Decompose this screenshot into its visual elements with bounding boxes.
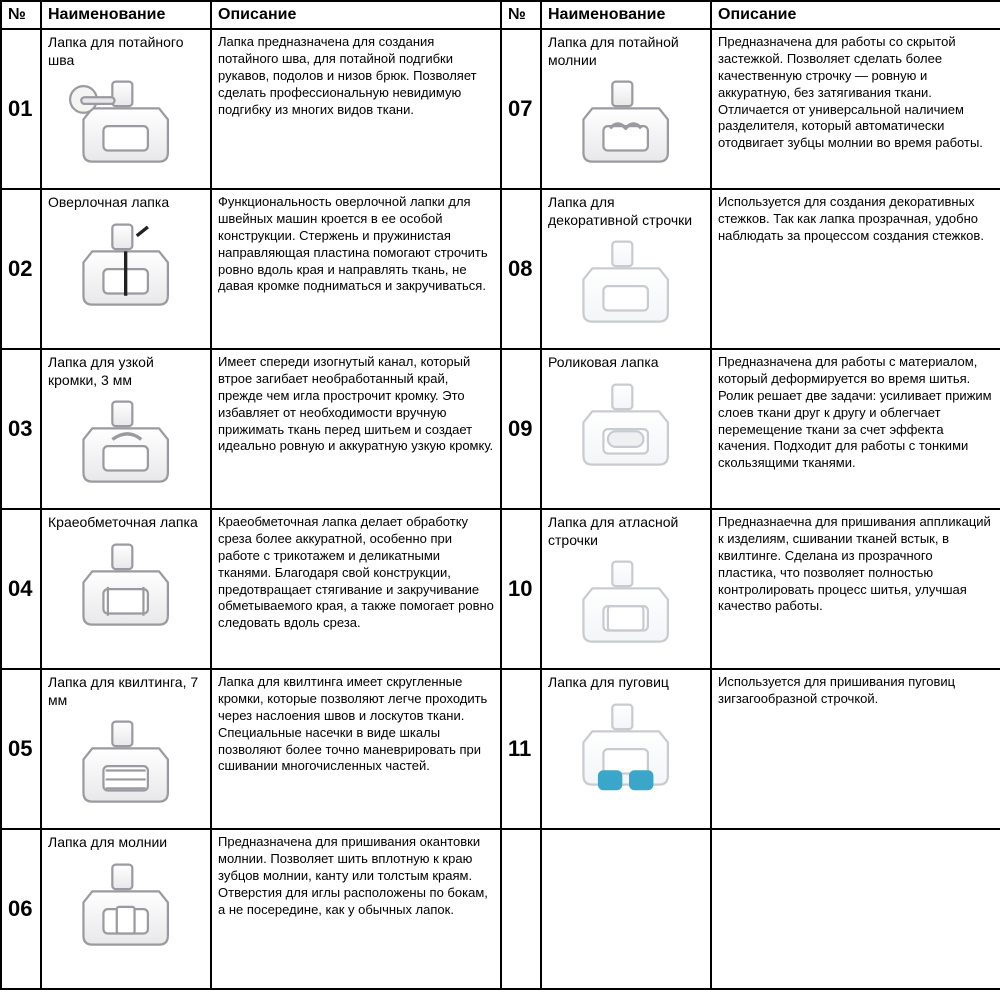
item-name-cell: Лапка для квилтинга, 7 мм [41, 669, 211, 829]
presser-foot-icon [559, 698, 692, 798]
header-desc: Описание [211, 1, 501, 29]
item-name-cell: Лапка для атласной строчки [541, 509, 711, 669]
item-name: Лапка для квилтинга, 7 мм [48, 674, 204, 709]
presser-foot-icon [59, 538, 192, 638]
item-name-cell: Лапка для потайного шва [41, 29, 211, 189]
item-image [48, 858, 204, 958]
item-description: Краеобметочная лапка делает обработку ср… [211, 509, 501, 669]
presser-feet-table: № Наименование Описание № Наименование О… [0, 0, 1000, 990]
item-name-cell [541, 829, 711, 989]
item-description: Предназначена для работы с материалом, к… [711, 349, 1000, 509]
item-description: Предназначена для пришивания окантовки м… [211, 829, 501, 989]
item-number: 10 [501, 509, 541, 669]
item-name-cell: Краеобметочная лапка [41, 509, 211, 669]
item-number: 07 [501, 29, 541, 189]
item-name: Лапка для молнии [48, 834, 204, 852]
item-description: Функциональность оверлочной лапки для шв… [211, 189, 501, 349]
item-number: 11 [501, 669, 541, 829]
item-name-cell: Роликовая лапка [541, 349, 711, 509]
header-desc: Описание [711, 1, 1000, 29]
item-image [548, 378, 704, 478]
item-description [711, 829, 1000, 989]
item-description: Используется для создания декоративных с… [711, 189, 1000, 349]
presser-foot-icon [59, 858, 192, 958]
presser-foot-icon [559, 555, 692, 655]
item-number: 08 [501, 189, 541, 349]
presser-foot-icon [59, 395, 192, 495]
item-name-cell: Лапка для потайной молнии [541, 29, 711, 189]
item-number: 09 [501, 349, 541, 509]
item-number: 01 [1, 29, 41, 189]
item-name: Оверлочная лапка [48, 194, 204, 212]
presser-foot-icon [559, 235, 692, 335]
item-name-cell: Лапка для пуговиц [541, 669, 711, 829]
item-name: Лапка для пуговиц [548, 674, 704, 692]
item-image [48, 75, 204, 175]
table-row: 01 Лапка для потайного шва Лапка предназ… [1, 29, 1000, 189]
table-row: 03 Лапка для узкой кромки, 3 мм Имеет сп… [1, 349, 1000, 509]
item-name: Лапка для потайного шва [48, 34, 204, 69]
item-name-cell: Лапка для молнии [41, 829, 211, 989]
header-num: № [501, 1, 541, 29]
item-name-cell: Оверлочная лапка [41, 189, 211, 349]
item-number: 05 [1, 669, 41, 829]
item-number [501, 829, 541, 989]
item-description: Имеет спереди изогнутый канал, который в… [211, 349, 501, 509]
item-number: 04 [1, 509, 41, 669]
item-name-cell: Лапка для узкой кромки, 3 мм [41, 349, 211, 509]
header-name: Наименование [541, 1, 711, 29]
item-image [548, 698, 704, 798]
item-name-cell: Лапка для декоративной строчки [541, 189, 711, 349]
item-image [48, 218, 204, 318]
item-description: Предназначена для работы со скрытой заст… [711, 29, 1000, 189]
item-description: Предназнаечна для пришивания аппликаций … [711, 509, 1000, 669]
item-description: Лапка для квилтинга имеет скругленные кр… [211, 669, 501, 829]
item-number: 02 [1, 189, 41, 349]
item-name: Краеобметочная лапка [48, 514, 204, 532]
item-image [48, 395, 204, 495]
item-image [548, 555, 704, 655]
presser-foot-icon [59, 218, 192, 318]
item-image [548, 75, 704, 175]
table-row: 04 Краеобметочная лапка Краеобметочная л… [1, 509, 1000, 669]
item-name: Лапка для атласной строчки [548, 514, 704, 549]
item-name: Лапка для узкой кромки, 3 мм [48, 354, 204, 389]
presser-foot-icon [59, 715, 192, 815]
item-description: Используется для пришивания пуговиц зигз… [711, 669, 1000, 829]
item-name: Лапка для потайной молнии [548, 34, 704, 69]
header-num: № [1, 1, 41, 29]
item-number: 03 [1, 349, 41, 509]
item-name: Лапка для декоративной строчки [548, 194, 704, 229]
table-row: 06 Лапка для молнии Предназначена для пр… [1, 829, 1000, 989]
presser-foot-icon [559, 378, 692, 478]
presser-foot-icon [59, 75, 192, 175]
item-image [48, 538, 204, 638]
item-name: Роликовая лапка [548, 354, 704, 372]
header-name: Наименование [41, 1, 211, 29]
item-image [548, 235, 704, 335]
table-row: 02 Оверлочная лапка Функциональность ове… [1, 189, 1000, 349]
table-row: 05 Лапка для квилтинга, 7 мм Лапка для к… [1, 669, 1000, 829]
item-number: 06 [1, 829, 41, 989]
item-description: Лапка предназначена для создания потайно… [211, 29, 501, 189]
presser-foot-icon [559, 75, 692, 175]
header-row: № Наименование Описание № Наименование О… [1, 1, 1000, 29]
item-image [48, 715, 204, 815]
